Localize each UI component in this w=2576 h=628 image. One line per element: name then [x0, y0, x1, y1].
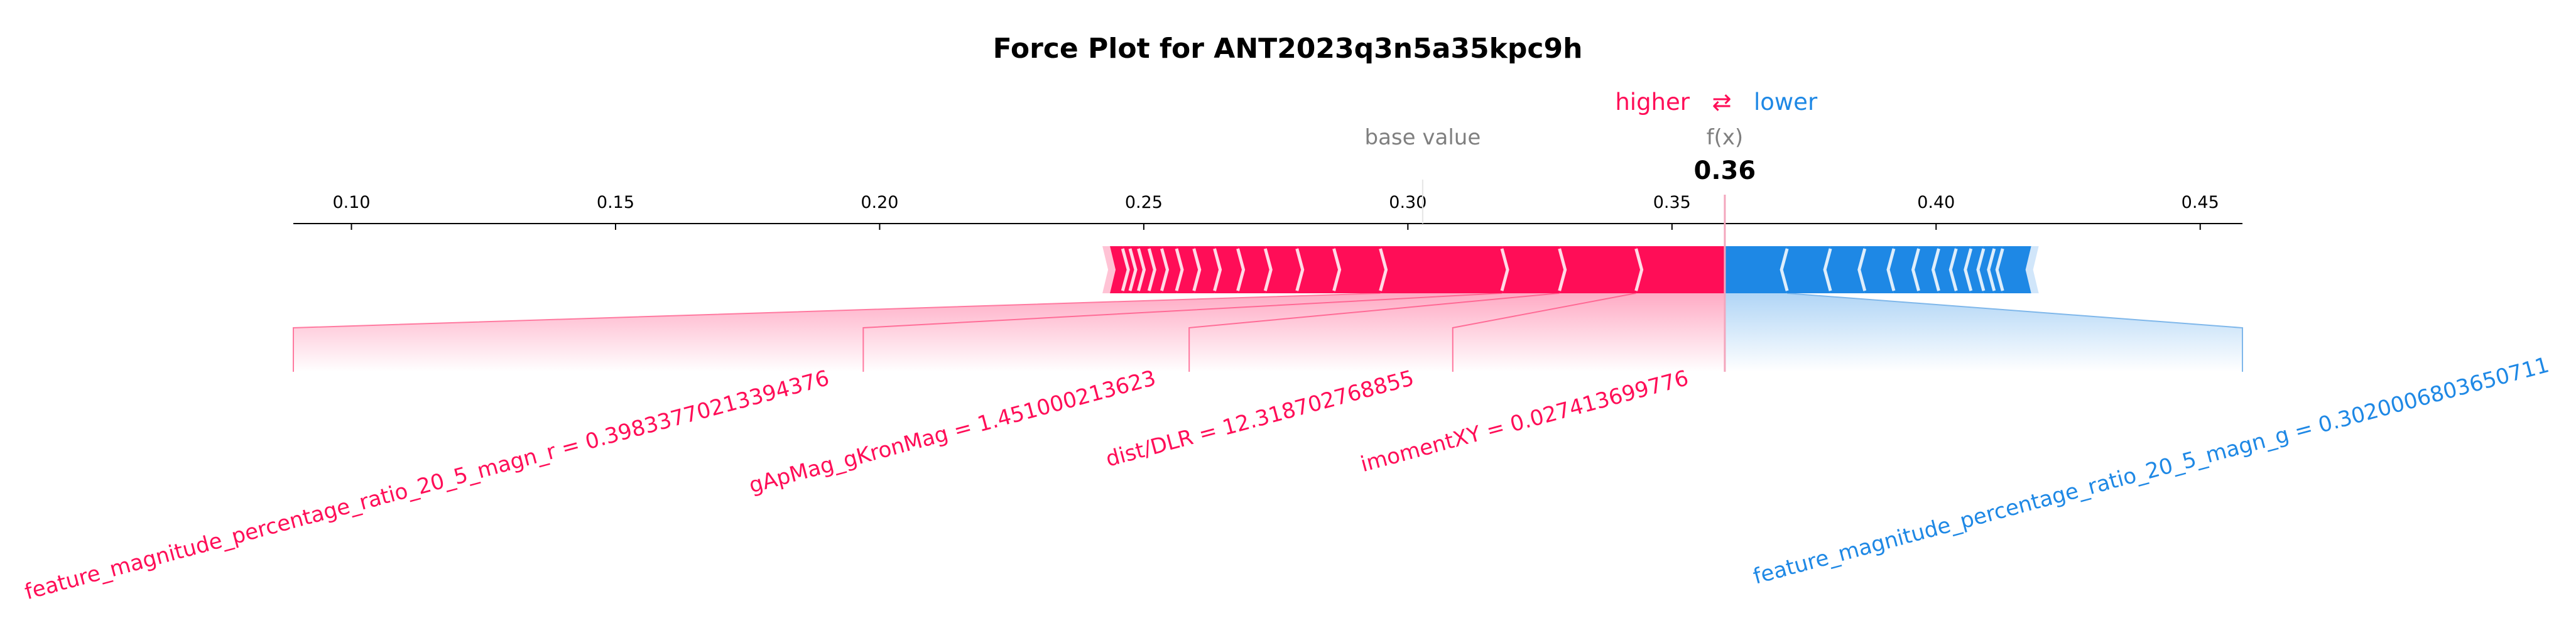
legend-lower: lower [1754, 89, 1818, 116]
x-tick-label: 0.10 [332, 193, 370, 212]
legend-higher: higher [1615, 89, 1690, 116]
bar-divider [1987, 248, 1996, 291]
bar-divider [1295, 248, 1305, 291]
connector-fill-positive [863, 293, 1560, 372]
bar-divider [1857, 248, 1867, 291]
bar-segment-negative [1950, 246, 1971, 293]
bar-divider [1634, 248, 1644, 291]
legend-arrows-icon: ⇄ [1712, 89, 1731, 116]
bar-segment-negative [1859, 246, 1894, 293]
chart-title: Force Plot for ANT2023q3n5a35kpc9h [993, 33, 1583, 65]
bar-divider [1500, 248, 1509, 291]
bar-divider [1121, 248, 1130, 291]
x-axis: 0.10 0.15 0.20 0.25 0.30 0.35 0.40 0.45 [293, 193, 2242, 230]
output-value: 0.36 [1694, 156, 1756, 185]
bar-segment-negative [1888, 246, 1919, 293]
bar-divider [1128, 248, 1138, 291]
bar-divider [1964, 248, 1973, 291]
bar-divider [1192, 248, 1202, 291]
bar-divider [1911, 248, 1920, 291]
bar-divider [1332, 248, 1342, 291]
connector-fill-positive [1452, 293, 1725, 372]
bar-segment-positive [1559, 246, 1642, 293]
bar-divider [1886, 248, 1896, 291]
bar-segment-positive [1296, 246, 1340, 293]
connector-fill-negative [1724, 293, 2242, 372]
bar-segment-positive [1161, 246, 1183, 293]
bar-divider [1160, 248, 1170, 291]
bar-segment-negative [1724, 246, 1788, 293]
connector-fill-positive [1189, 293, 1636, 372]
connector-fill-positive [293, 293, 1503, 372]
bar-segment-positive [1265, 246, 1303, 293]
bar-divider [1823, 248, 1832, 291]
bar-divider [1780, 248, 1789, 291]
x-tick-label: 0.15 [597, 193, 634, 212]
bar-segment-positive [1380, 246, 1508, 293]
bar-divider [1137, 248, 1146, 291]
bar-segment-negative [1825, 246, 1865, 293]
bar-divider [1995, 248, 2004, 291]
bar-segment-positive [1334, 246, 1386, 293]
label-connectors [293, 293, 2243, 372]
x-tick-label: 0.35 [1653, 193, 1691, 212]
x-tick-label: 0.20 [861, 193, 898, 212]
bar-segment-negative [1781, 246, 1831, 293]
bar-segment-positive [1177, 246, 1200, 293]
x-tick-label: 0.40 [1917, 193, 1955, 212]
bar-segment-negative [1997, 246, 2031, 293]
feature-label-positive: feature_magnitude_percentage_ratio_20_5_… [22, 365, 832, 605]
bar-divider [1976, 248, 1986, 291]
bar-divider [1236, 248, 1246, 291]
value-markers: base value f(x) 0.36 [1365, 125, 1756, 372]
bar-divider [1147, 248, 1156, 291]
feature-label-negative: feature_magnitude_percentage_ratio_20_5_… [1751, 352, 2552, 590]
force-bar [1102, 246, 2039, 293]
bar-segment-positive [1214, 246, 1244, 293]
bar-divider [1379, 248, 1388, 291]
bar-divider [1948, 248, 1958, 291]
bar-divider [1931, 248, 1940, 291]
bar-segment-negative [1933, 246, 1957, 293]
bar-divider [1558, 248, 1567, 291]
connector-line-positive [293, 293, 1381, 372]
x-tick-label: 0.25 [1125, 193, 1163, 212]
legend: higher ⇄ lower [1615, 89, 1818, 116]
bar-divider [1213, 248, 1222, 291]
base-value-label: base value [1365, 125, 1481, 150]
bar-segment-positive [1502, 246, 1565, 293]
bar-segment-positive [1237, 246, 1271, 293]
bar-segment-negative [1913, 246, 1939, 293]
output-label: f(x) [1707, 125, 1744, 150]
x-tick-label: 0.45 [2182, 193, 2219, 212]
x-tick-label: 0.30 [1389, 193, 1427, 212]
bar-divider [1263, 248, 1273, 291]
connector-line-negative [1787, 293, 2243, 372]
bar-segment-positive [1636, 246, 1725, 293]
bar-segment-positive [1193, 246, 1220, 293]
bar-divider [1175, 248, 1184, 291]
